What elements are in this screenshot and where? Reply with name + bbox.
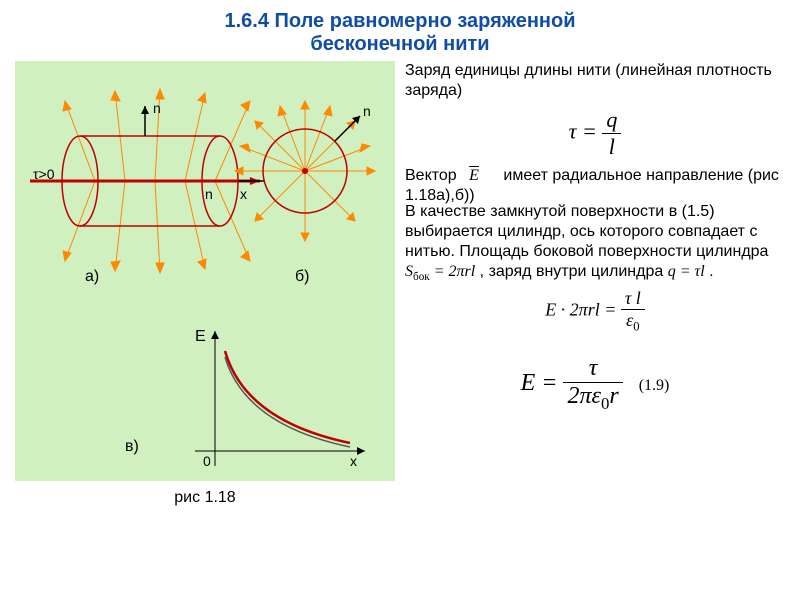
p3-main: В качестве замкнутой поверхности в (1.5)… bbox=[405, 203, 768, 260]
para-2: Вектор E имеет радиальное направление (р… bbox=[405, 166, 785, 206]
section-title: 1.6.4 Поле равномерно заряженной бесконе… bbox=[0, 0, 800, 61]
flux-frac: τ l ε0 bbox=[621, 288, 645, 335]
tau-lhs: τ = bbox=[569, 119, 597, 144]
tau-num: q bbox=[602, 107, 621, 134]
tau-label: τ>0 bbox=[33, 166, 55, 182]
E-axis-label: E bbox=[195, 328, 206, 345]
flux-num: τ l bbox=[621, 288, 645, 310]
title-line1: 1.6.4 Поле равномерно заряженной bbox=[20, 10, 780, 33]
tau-den: l bbox=[602, 134, 621, 160]
figure-caption: рис 1.18 bbox=[15, 489, 395, 507]
subfig-b: n б) bbox=[235, 101, 375, 285]
flux-lhs: E · 2πrl = bbox=[545, 300, 616, 320]
decay-curve-2 bbox=[225, 357, 350, 447]
s-bok: Sбок = 2πrl bbox=[405, 263, 475, 280]
x-label-1: x bbox=[240, 186, 247, 202]
subfig-c: E 0 x в) bbox=[125, 328, 365, 469]
subfig-a: n n x τ>0 а) bbox=[30, 89, 265, 285]
q-inline: q = τl bbox=[668, 263, 705, 280]
n-label-2: n bbox=[205, 186, 213, 202]
origin-label: 0 bbox=[203, 453, 211, 469]
tau-frac: q l bbox=[602, 107, 621, 160]
E-frac: τ 2πε0r bbox=[563, 355, 622, 414]
n-label-1: n bbox=[153, 100, 161, 116]
E-num: τ bbox=[563, 355, 622, 383]
decay-curve-1 bbox=[225, 351, 350, 443]
formula-tau: τ = q l bbox=[405, 107, 785, 160]
x-axis-label: x bbox=[350, 453, 357, 469]
flux-eq: E · 2πrl = τ l ε0 bbox=[405, 288, 785, 335]
label-c: в) bbox=[125, 438, 139, 455]
formula-E: E = τ 2πε0r (1.9) bbox=[405, 355, 785, 414]
n-label-3: n bbox=[363, 103, 371, 119]
physics-diagram: n n x τ>0 а) bbox=[25, 71, 385, 471]
center-dot bbox=[302, 168, 308, 174]
para-1: Заряд единицы длины нити (линейная плотн… bbox=[405, 61, 785, 101]
flux-den: ε0 bbox=[621, 310, 645, 335]
para-3: В качестве замкнутой поверхности в (1.5)… bbox=[405, 202, 785, 284]
content: n n x τ>0 а) bbox=[0, 61, 800, 507]
eq-number: (1.9) bbox=[639, 377, 670, 394]
E-vector: E bbox=[461, 167, 499, 184]
label-a: а) bbox=[85, 268, 99, 285]
p2-a: Вектор bbox=[405, 167, 457, 184]
p3-dot: . bbox=[709, 263, 713, 280]
right-column: Заряд единицы длины нити (линейная плотн… bbox=[395, 61, 785, 507]
label-b: б) bbox=[295, 268, 310, 285]
left-column: n n x τ>0 а) bbox=[15, 61, 395, 507]
diagram-container: n n x τ>0 а) bbox=[15, 61, 395, 481]
E-den: 2πε0r bbox=[563, 383, 622, 414]
p3-tail: , заряд внутри цилиндра bbox=[480, 263, 664, 280]
title-line2: бесконечной нити bbox=[20, 33, 780, 56]
E-lhs: E = bbox=[521, 370, 558, 396]
